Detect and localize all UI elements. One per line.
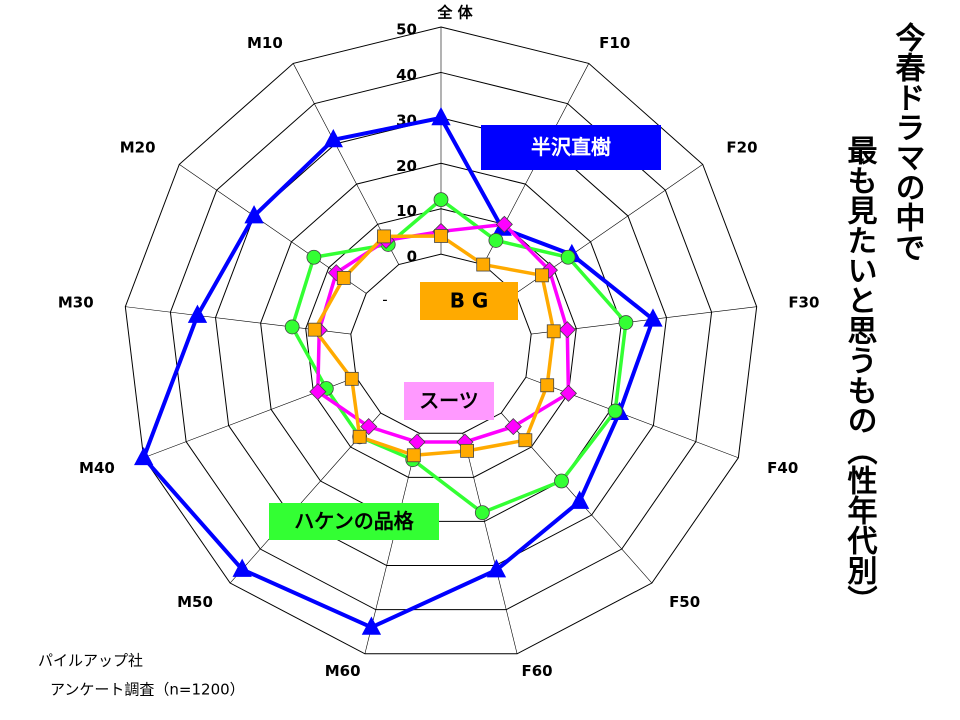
grid-ring bbox=[124, 26, 758, 655]
marker bbox=[187, 304, 208, 323]
marker bbox=[558, 321, 576, 339]
series-line bbox=[312, 234, 556, 458]
marker bbox=[535, 268, 549, 283]
radial-tick-label: 40 bbox=[396, 66, 417, 84]
marker bbox=[284, 319, 300, 335]
marker bbox=[618, 315, 634, 330]
marker bbox=[344, 371, 359, 386]
marker bbox=[569, 490, 590, 509]
radial-tick-label: 10 bbox=[396, 202, 417, 220]
legend-label: B G bbox=[450, 289, 489, 313]
marker bbox=[486, 559, 507, 578]
center-mark: - bbox=[382, 291, 387, 309]
marker bbox=[336, 271, 351, 285]
grid-ring bbox=[260, 162, 622, 522]
marker bbox=[323, 128, 343, 148]
legend-box bbox=[420, 282, 518, 320]
marker bbox=[134, 446, 154, 466]
category-label: M10 bbox=[247, 34, 283, 52]
legend-label: ハケンの品格 bbox=[294, 509, 414, 533]
radial-tick-label: 20 bbox=[396, 157, 417, 175]
chart-title-line: 最も見たいと思うもの（性年代別） bbox=[842, 135, 879, 615]
series-line bbox=[290, 197, 628, 515]
category-label: 全 体 bbox=[436, 4, 473, 22]
marker bbox=[540, 378, 555, 393]
radial-tick-label: 50 bbox=[396, 21, 417, 39]
marker bbox=[408, 433, 426, 451]
series-line bbox=[316, 222, 571, 444]
axis-spoke bbox=[462, 433, 518, 654]
radial-tick-label: 0 bbox=[407, 248, 417, 266]
legend-box bbox=[269, 503, 439, 540]
marker bbox=[554, 473, 569, 489]
marker bbox=[406, 448, 421, 463]
legend-box bbox=[481, 125, 661, 170]
source-note: パイルアップ社 bbox=[38, 652, 143, 670]
marker bbox=[377, 229, 391, 244]
marker bbox=[309, 383, 327, 401]
marker bbox=[643, 308, 663, 327]
grid-ring bbox=[215, 117, 667, 567]
category-label: M20 bbox=[120, 138, 156, 156]
category-label: F30 bbox=[788, 293, 819, 311]
marker bbox=[306, 249, 322, 265]
category-label: M40 bbox=[79, 459, 115, 477]
marker bbox=[476, 257, 491, 272]
marker bbox=[307, 322, 322, 337]
chart-title-line: 今春ドラマの中で bbox=[890, 21, 926, 262]
axis-spoke bbox=[525, 376, 739, 459]
category-label: F50 bbox=[669, 593, 700, 611]
category-label: F10 bbox=[599, 34, 630, 52]
series-line bbox=[141, 115, 655, 630]
marker bbox=[460, 443, 474, 458]
grid-ring bbox=[169, 71, 713, 611]
marker bbox=[495, 215, 513, 233]
marker bbox=[559, 384, 577, 402]
marker bbox=[546, 324, 561, 339]
marker bbox=[244, 205, 264, 224]
grid-ring bbox=[350, 253, 532, 434]
series: 半沢直樹 bbox=[134, 107, 663, 635]
marker bbox=[361, 616, 382, 635]
marker bbox=[488, 233, 504, 248]
category-label: M60 bbox=[325, 662, 361, 680]
marker bbox=[474, 505, 490, 521]
marker bbox=[434, 229, 448, 243]
marker bbox=[607, 403, 623, 419]
marker bbox=[433, 192, 449, 208]
legend-box bbox=[404, 382, 494, 420]
legend-label: スーツ bbox=[419, 389, 479, 413]
category-label: M30 bbox=[58, 293, 94, 311]
category-label: M50 bbox=[177, 593, 213, 611]
marker bbox=[431, 107, 451, 126]
category-label: F20 bbox=[726, 138, 757, 156]
axis-spoke bbox=[364, 433, 420, 654]
legend-label: 半沢直樹 bbox=[531, 135, 611, 159]
category-label: F60 bbox=[521, 662, 552, 680]
marker bbox=[352, 429, 367, 444]
marker bbox=[560, 249, 576, 265]
source-note: アンケート調査（n=1200） bbox=[50, 681, 245, 699]
category-label: F40 bbox=[767, 459, 798, 477]
grid-ring bbox=[305, 208, 577, 478]
series: B G bbox=[307, 229, 561, 463]
marker bbox=[504, 418, 522, 436]
marker bbox=[232, 558, 252, 577]
marker bbox=[518, 433, 533, 448]
